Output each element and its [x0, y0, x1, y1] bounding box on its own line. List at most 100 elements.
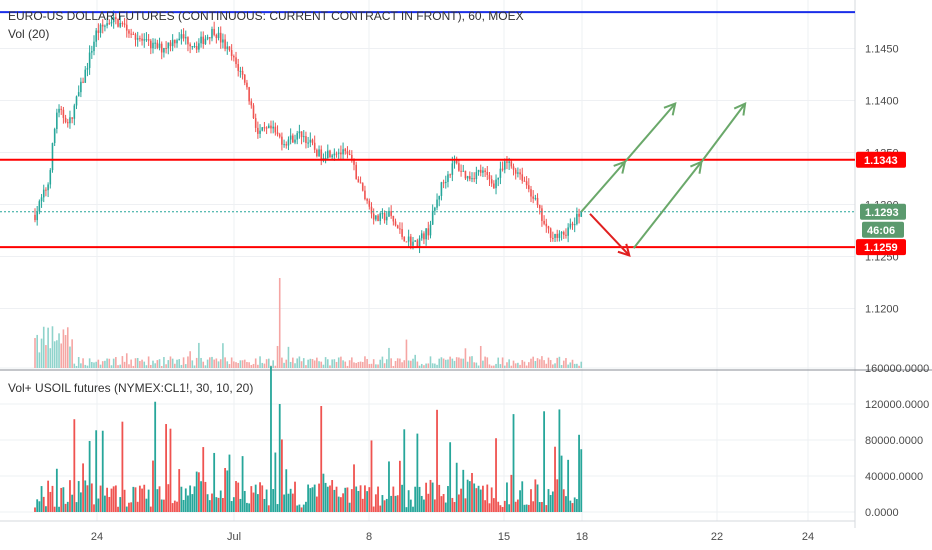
oil-volume-bar [549, 495, 552, 512]
candle-body [117, 19, 119, 27]
volume-bar [562, 360, 565, 368]
volume-bar [307, 359, 309, 368]
candle-body [490, 179, 493, 184]
candle-body [145, 39, 148, 41]
time-axis[interactable]: 24 Jul 8 15 18 22 24 [91, 531, 814, 543]
volume-bar [40, 338, 43, 368]
volume-bar [261, 362, 264, 368]
oil-volume-bar [202, 447, 205, 512]
oil-volume-bar [488, 503, 491, 512]
volume-bar [534, 361, 537, 368]
volume-bar [528, 362, 530, 368]
volume-bar [486, 357, 489, 368]
candle-body [228, 46, 231, 51]
volume-bar [228, 364, 231, 368]
oil-volume-bar [567, 459, 570, 512]
candle-body [267, 125, 270, 129]
candle-body [377, 215, 379, 222]
volume-bar [326, 359, 329, 368]
oil-volume-bar [554, 446, 556, 512]
oil-volume-bar [449, 442, 452, 512]
oil-volume-bar [173, 500, 176, 512]
candle-body [195, 46, 198, 50]
candle-body [495, 179, 497, 189]
volume-bar [158, 359, 161, 368]
volume-bar [219, 359, 222, 368]
projection-arrow-line[interactable] [632, 161, 703, 249]
volume-bar [285, 359, 288, 368]
candle-body [141, 38, 143, 41]
volume-bar [429, 356, 432, 368]
oil-volume-bar [403, 429, 406, 512]
oil-volume-bar [495, 438, 497, 512]
candle-body [263, 127, 266, 129]
volume-bar [361, 361, 364, 368]
volume-tick-label: 0.0000 [865, 507, 899, 519]
oil-volume-bar [265, 489, 268, 512]
candle-body [91, 51, 93, 53]
candle-body [503, 161, 506, 170]
oil-volume-bar [468, 481, 471, 512]
volume-bar [558, 356, 561, 368]
oil-volume-bar [193, 486, 196, 512]
volume-bar [416, 361, 419, 368]
projection-arrow-line[interactable] [580, 161, 626, 213]
volume-bar [101, 361, 104, 368]
volume-bar [252, 363, 255, 368]
oil-volume-bar [407, 490, 410, 512]
volume-bar [217, 361, 220, 368]
projection-arrow-line[interactable] [624, 102, 676, 163]
candle-body [119, 23, 122, 27]
candle-body [167, 42, 170, 49]
volume-bar [60, 343, 63, 368]
volume-bar [379, 359, 382, 368]
volume-bar [390, 358, 392, 368]
oil-volume-bar [473, 483, 476, 512]
candle-body [519, 172, 521, 175]
volume-bar [431, 363, 434, 368]
candle-body [335, 153, 338, 155]
candle-body [274, 126, 277, 133]
oil-volume-bar [160, 499, 163, 512]
candle-body [318, 149, 320, 157]
oil-volume-bar [543, 411, 546, 512]
candle-body [552, 237, 554, 239]
projection-arrows[interactable] [580, 101, 747, 257]
volume-bar [45, 345, 47, 368]
oil-volume-bar [560, 455, 563, 512]
volume-bar [141, 359, 143, 368]
oil-volume-bar [307, 484, 310, 512]
candle-body [429, 224, 432, 236]
volume-bar [171, 358, 174, 368]
volume-bar [567, 364, 569, 368]
oil-volume-bar [211, 493, 213, 512]
oil-volume-bar [252, 492, 255, 512]
volume-bar [167, 360, 170, 368]
oil-volume-bar [337, 496, 340, 512]
candle-body [375, 215, 377, 220]
oil-volume-bar [226, 470, 229, 512]
oil-volume-bar [222, 497, 224, 512]
volume-bar [136, 357, 139, 368]
oil-volume-bar [315, 496, 318, 512]
candle-body [425, 228, 427, 240]
volume-bar [490, 365, 493, 368]
oil-volume-bar [525, 504, 528, 512]
support-price-badge [856, 239, 906, 256]
candle-body [549, 228, 552, 238]
projection-arrow-line[interactable] [589, 213, 631, 257]
candle-body [379, 213, 382, 222]
volume-bar [241, 360, 244, 368]
volume-bar [538, 359, 541, 368]
oil-volume-bar [47, 480, 50, 512]
oil-volume-bar [237, 482, 240, 512]
oil-volume-bar [58, 506, 60, 512]
candle-body [174, 39, 176, 44]
candle-body [331, 155, 333, 158]
price-axis[interactable]: 1.1450 1.1400 1.1350 1.1300 1.1250 1.120… [865, 44, 899, 316]
projection-arrow-line[interactable] [700, 103, 746, 163]
volume-axis[interactable]: 160000.0000 120000.0000 80000.0000 40000… [865, 363, 929, 519]
volume-bar [93, 362, 95, 368]
candle-body [420, 233, 423, 239]
